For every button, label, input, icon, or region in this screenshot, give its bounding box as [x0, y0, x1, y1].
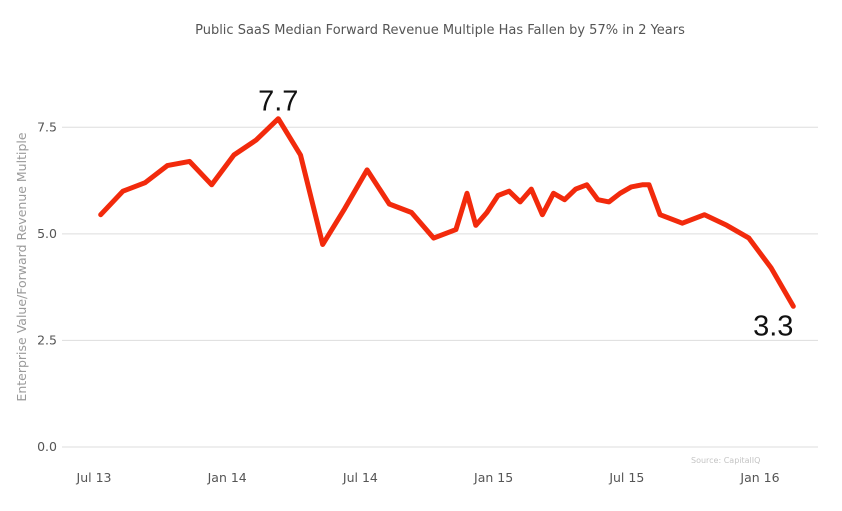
- x-tick-label: Jul 13: [76, 470, 112, 485]
- grid: [62, 126, 818, 448]
- y-tick-label: 0.0: [37, 439, 57, 454]
- chart-title: Public SaaS Median Forward Revenue Multi…: [195, 23, 685, 38]
- data-label-annotation: 7.7: [258, 86, 298, 118]
- x-tick-label: Jul 15: [608, 470, 644, 485]
- source-note: Source: CapitalIQ: [691, 456, 760, 465]
- x-tick-label: Jul 14: [342, 470, 378, 485]
- y-tick-label: 7.5: [37, 119, 57, 134]
- y-tick-label: 5.0: [37, 226, 57, 241]
- x-tick-label: Jan 14: [207, 470, 247, 485]
- y-tick-label: 2.5: [37, 332, 57, 347]
- annotations: 7.7 3.3: [258, 86, 793, 343]
- y-axis-label: Enterprise Value/Forward Revenue Multipl…: [14, 132, 29, 401]
- x-tick-label: Jan 15: [473, 470, 513, 485]
- data-label-annotation: 3.3: [753, 310, 793, 342]
- y-axis-ticks: 0.0 2.5 5.0 7.5: [37, 119, 57, 454]
- x-tick-label: Jan 16: [739, 470, 779, 485]
- series-line: [98, 116, 796, 309]
- x-axis-ticks: Jul 13 Jan 14 Jul 14 Jan 15 Jul 15 Jan 16: [76, 470, 780, 485]
